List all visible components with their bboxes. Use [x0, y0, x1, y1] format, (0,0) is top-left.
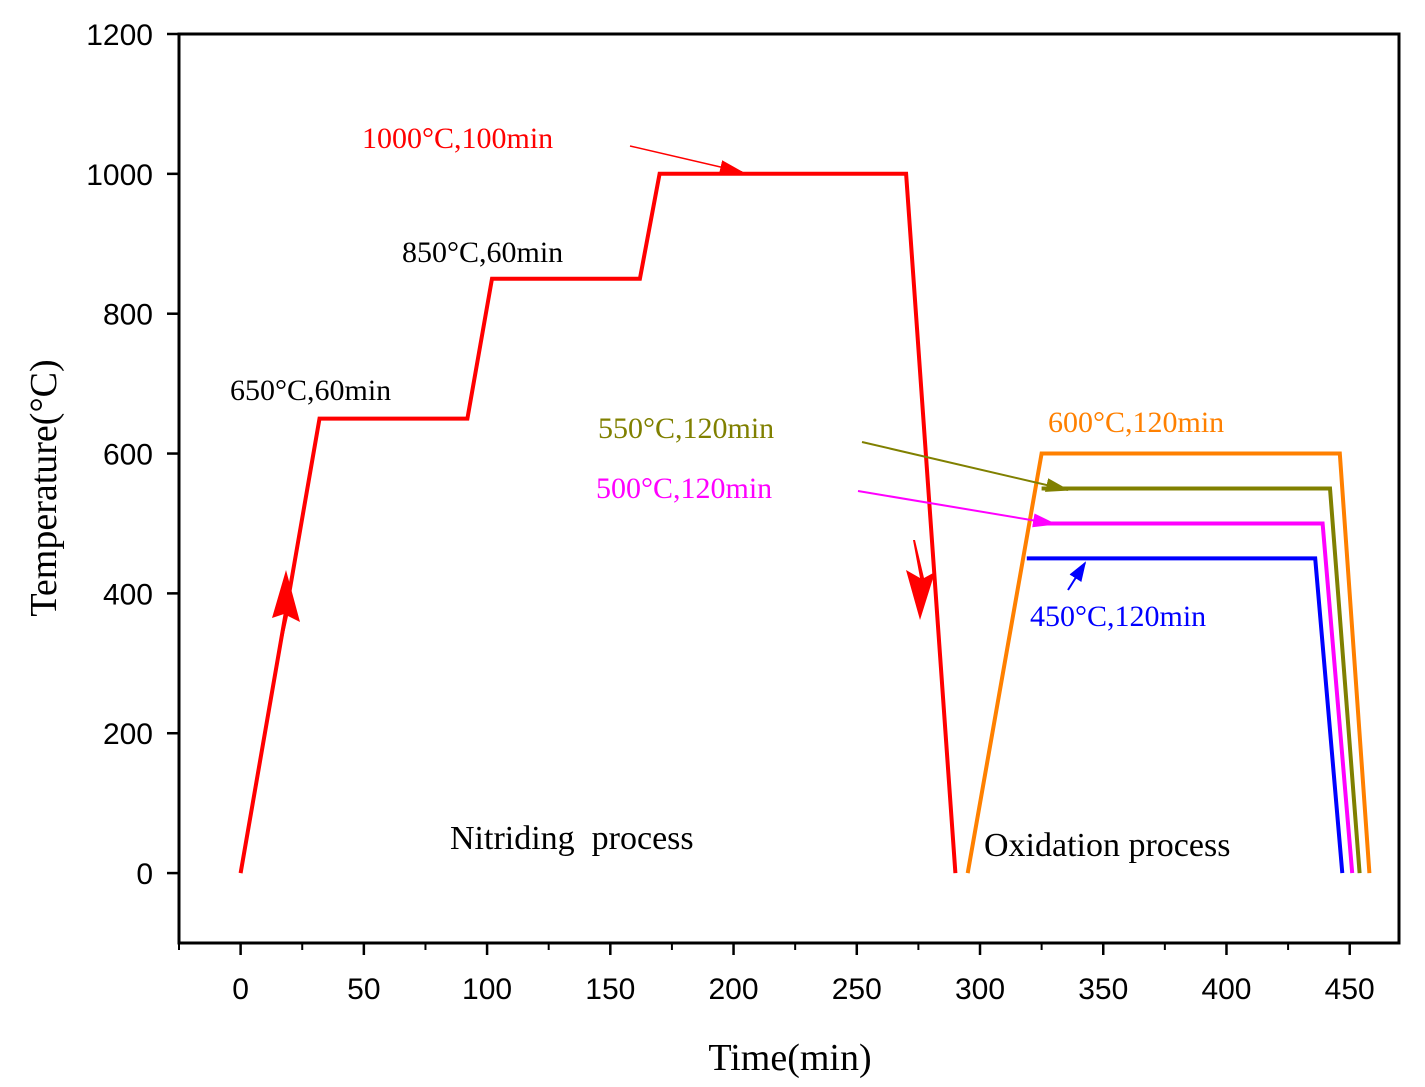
x-axis: 0 50 100 150 200 250 300 350 400 450: [178, 943, 1375, 1006]
y-tick-label: 800: [103, 299, 153, 332]
x-tick-label: 450: [1325, 973, 1375, 1006]
annotation-650: 650°C,60min: [230, 374, 391, 407]
annotation-450: 450°C,120min: [1030, 600, 1206, 633]
series-line-4: [1026, 556, 1345, 874]
x-tick-label: 250: [832, 973, 882, 1006]
plot-frame: [177, 32, 1401, 945]
series-layer: [238, 171, 1372, 874]
annotation-arrow-1000: [629, 145, 744, 174]
cooling-direction-arrow-icon: [906, 540, 935, 620]
x-tick-label: 150: [585, 973, 635, 1006]
annotation-850: 850°C,60min: [402, 236, 563, 269]
x-tick-label: 200: [709, 973, 759, 1006]
x-tick-label: 0: [232, 973, 249, 1006]
annotation-500: 500°C,120min: [596, 472, 772, 505]
series-line-3: [1034, 521, 1355, 874]
y-axis-title: Temperature(°C): [23, 359, 65, 616]
x-axis-title: Time(min): [708, 1037, 871, 1079]
annotation-arrow-500: [857, 490, 1057, 528]
heating-direction-arrow-icon: [272, 570, 300, 652]
annotation-600: 600°C,120min: [1048, 406, 1224, 439]
series-line-2: [1041, 486, 1362, 874]
x-tick-label: 300: [955, 973, 1005, 1006]
annotation-550: 550°C,120min: [598, 412, 774, 445]
y-tick-label: 200: [103, 718, 153, 751]
series-line-1: [965, 451, 1372, 874]
y-tick-label: 600: [103, 439, 153, 472]
oxidation-process-label: Oxidation process: [984, 827, 1230, 864]
annotation-arrow-450: [1067, 561, 1087, 591]
y-tick-label: 400: [103, 578, 153, 611]
annotation-1000: 1000°C,100min: [362, 122, 553, 155]
x-tick-label: 100: [462, 973, 512, 1006]
x-tick-label: 400: [1201, 973, 1251, 1006]
x-tick-label: 50: [347, 973, 380, 1006]
series-line-0: [238, 171, 958, 874]
y-axis: 0 200 400 600 800 1000 1200: [86, 19, 179, 891]
y-tick-label: 1000: [86, 159, 153, 192]
annotation-arrow-550: [861, 441, 1070, 492]
x-tick-label: 350: [1078, 973, 1128, 1006]
y-tick-label: 1200: [86, 19, 153, 52]
nitriding-process-label: Nitriding process: [450, 820, 694, 857]
y-tick-label: 0: [136, 858, 153, 891]
